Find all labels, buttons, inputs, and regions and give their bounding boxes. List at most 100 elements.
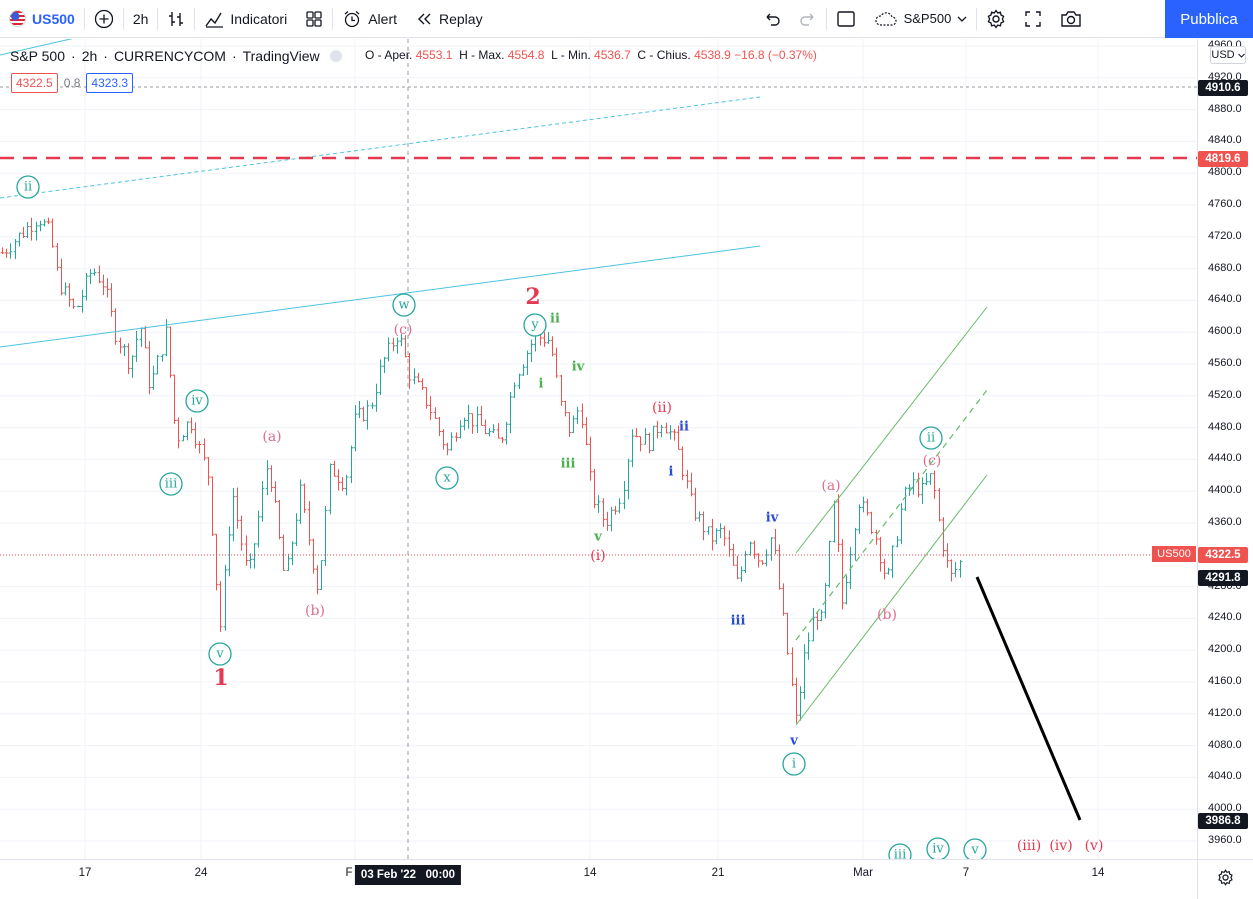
replay-label: Replay	[439, 10, 483, 27]
price-bar	[214, 533, 219, 591]
top-toolbar: US500 2h Indicatori	[0, 0, 1253, 38]
fullscreen-button[interactable]	[1015, 0, 1051, 38]
price-bar	[462, 417, 467, 431]
low-label: L - Min.	[551, 48, 591, 62]
price-bar	[445, 442, 450, 456]
price-bar	[407, 352, 412, 389]
alert-button[interactable]: Alert	[333, 0, 406, 38]
currency-selector[interactable]: USD	[1210, 46, 1246, 64]
price-bar	[437, 416, 442, 437]
wave-label-text: (iv)	[1049, 838, 1072, 854]
price-bar	[21, 226, 26, 238]
wave-label-text: x	[443, 471, 451, 486]
price-bar	[920, 477, 925, 504]
symbol-search-button[interactable]: US500	[0, 0, 84, 38]
price-bar	[42, 219, 47, 227]
price-bar	[928, 473, 933, 486]
price-bar	[580, 403, 585, 429]
price-bar	[239, 515, 244, 551]
price-bar	[794, 677, 799, 724]
price-bar	[504, 421, 509, 445]
wave-label-text: iv	[766, 511, 779, 526]
settings-button[interactable]	[977, 0, 1015, 38]
flag-us-icon	[9, 10, 26, 27]
price-bar	[748, 541, 753, 556]
toolbar-divider	[976, 7, 978, 30]
time-tick-label: 24	[194, 867, 208, 879]
price-bar	[4, 248, 9, 258]
price-bar	[924, 472, 929, 486]
price-bar	[433, 407, 438, 419]
price-bar	[727, 530, 732, 557]
price-bar	[840, 539, 845, 610]
change-value: −16.8 (−0.37%)	[734, 48, 817, 62]
price-bar	[479, 405, 484, 426]
price-bar	[844, 575, 849, 605]
redo-icon	[799, 11, 817, 27]
layout-button[interactable]	[827, 0, 865, 38]
axis-settings-button[interactable]	[1197, 859, 1253, 899]
price-bar	[508, 391, 513, 434]
wave-circle	[185, 389, 209, 413]
saved-layout-button[interactable]: S&P500	[865, 0, 977, 38]
wave-circle	[159, 472, 183, 496]
price-bar	[735, 555, 740, 580]
replay-button[interactable]: Replay	[406, 0, 492, 38]
price-bar	[798, 686, 803, 721]
channel-upper-line	[795, 306, 988, 554]
sell-price-button[interactable]: 4322.5	[11, 73, 58, 93]
price-bar	[265, 460, 270, 496]
price-bar	[584, 417, 589, 446]
price-tick-label: 4640.0	[1208, 293, 1242, 306]
wave-label-text: iii	[894, 848, 906, 860]
templates-grid-icon	[305, 10, 323, 28]
price-bar	[630, 429, 635, 468]
bar-style-button[interactable]	[158, 0, 194, 38]
wave-label: i	[669, 465, 674, 480]
compare-add-button[interactable]	[85, 0, 123, 38]
price-bar	[395, 337, 400, 354]
indicators-button[interactable]: Indicatori	[195, 0, 296, 38]
wave-label-text: ii	[24, 180, 32, 195]
price-bar	[693, 487, 698, 521]
price-bar	[323, 506, 328, 566]
price-bar	[353, 405, 358, 452]
price-tick-label: 4000.0	[1208, 802, 1242, 815]
time-tick-label: 21	[711, 867, 725, 879]
price-bar	[756, 553, 761, 568]
price-bar	[722, 525, 727, 546]
templates-button[interactable]	[296, 0, 332, 38]
publish-button[interactable]: Pubblica	[1165, 0, 1253, 38]
price-tick-label: 4200.0	[1208, 643, 1242, 656]
price-bar	[903, 486, 908, 512]
price-bar	[718, 523, 723, 539]
buy-price-button[interactable]: 4323.3	[86, 73, 134, 93]
price-bar	[853, 527, 858, 561]
price-bar	[685, 469, 690, 489]
wave-label: v	[208, 642, 232, 666]
price-bar	[634, 428, 639, 438]
market-status-icon[interactable]	[329, 50, 342, 62]
time-axis[interactable]: 17 24 F 14 21 Mar 7 14 03 Feb '22 00:00	[0, 859, 1197, 899]
toolbar-divider	[157, 7, 159, 30]
price-bar	[815, 611, 820, 630]
wave-label-text: (a)	[821, 478, 840, 494]
price-bar	[680, 446, 685, 481]
legend-exchange: CURRENCYCOM	[113, 48, 226, 64]
price-bar	[38, 220, 43, 232]
legend-separator: ·	[231, 48, 237, 64]
price-bar	[470, 413, 475, 434]
interval-button[interactable]: 2h	[124, 0, 158, 38]
snapshot-button[interactable]	[1051, 0, 1091, 38]
price-tick-label: 4440.0	[1208, 452, 1242, 465]
price-bar	[176, 417, 181, 449]
wave-label-text: iv	[191, 394, 203, 409]
wave-label: (iv)	[1049, 838, 1072, 854]
undo-button[interactable]	[754, 0, 790, 38]
price-bar	[605, 511, 610, 531]
price-axis[interactable]: 4960.0 4920.0 4880.0 4840.0 4800.0 4760.0 4720…	[1197, 39, 1253, 859]
redo-button[interactable]	[790, 0, 826, 38]
toolbar-divider	[332, 7, 334, 30]
chart-pane[interactable]: ii iv iii v 1 (a) (b) w (c) x 2 y ii i iv iii v (i) (ii) ii…	[0, 39, 1197, 859]
